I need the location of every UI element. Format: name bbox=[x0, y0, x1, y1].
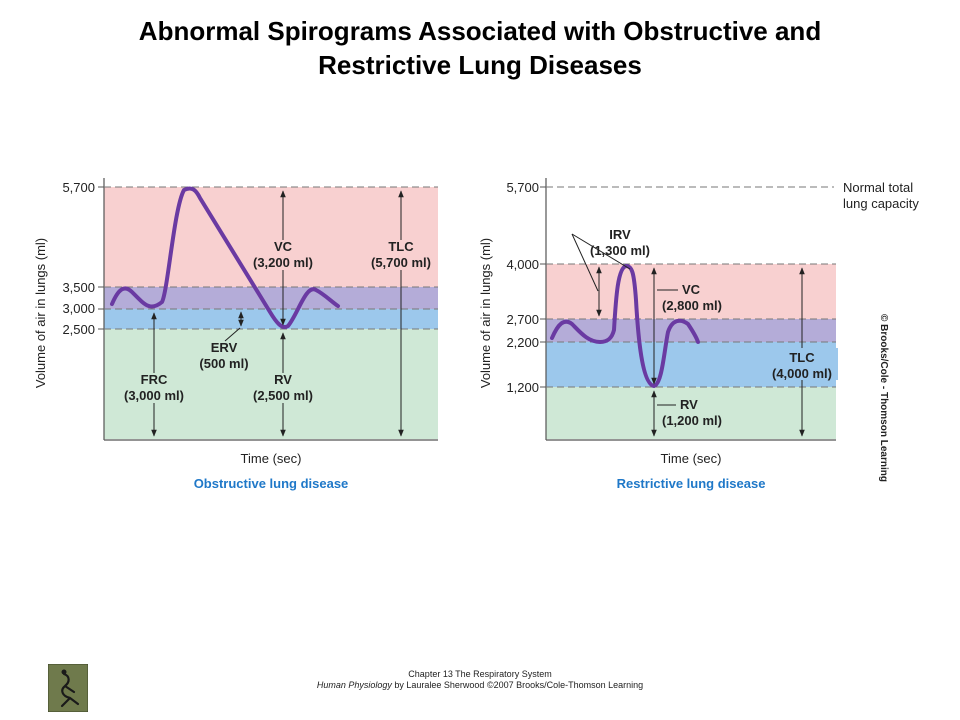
res-tick-2200: 2,200 bbox=[506, 335, 539, 350]
obs-rv-label: RV bbox=[274, 372, 292, 387]
res-irv-leader-2 bbox=[571, 233, 631, 270]
res-normal-label-1: Normal total bbox=[843, 180, 913, 195]
res-irv-value: (1,300 ml) bbox=[590, 243, 650, 258]
title-line-2: Restrictive Lung Diseases bbox=[318, 50, 642, 80]
res-tick-1200: 1,200 bbox=[506, 380, 539, 395]
obs-frc-value: (3,000 ml) bbox=[124, 388, 184, 403]
copyright-credit: © Brooks/Cole - Thomson Learning bbox=[878, 314, 889, 482]
res-rv-label: RV bbox=[680, 397, 698, 412]
obs-band-blue bbox=[104, 309, 438, 329]
res-y-label: Volume of air in lungs (ml) bbox=[478, 238, 493, 388]
obs-tick-5700: 5,700 bbox=[62, 180, 95, 195]
res-trace bbox=[550, 263, 700, 389]
obs-rv-value: (2,500 ml) bbox=[253, 388, 313, 403]
obs-band-lavender bbox=[104, 287, 438, 309]
obs-y-label: Volume of air in lungs (ml) bbox=[33, 238, 48, 388]
obs-vc-value: (3,200 ml) bbox=[253, 255, 313, 270]
res-normal-label-2: lung capacity bbox=[843, 196, 919, 211]
res-tlc-value: (4,000 ml) bbox=[772, 366, 832, 381]
obs-frc-label: FRC bbox=[141, 372, 168, 387]
res-vc-label: VC bbox=[682, 282, 701, 297]
obs-vc-label: VC bbox=[274, 239, 293, 254]
slide-title: Abnormal Spirograms Associated with Obst… bbox=[0, 14, 960, 82]
res-tlc-label: TLC bbox=[789, 350, 815, 365]
obs-erv-leader bbox=[224, 327, 241, 342]
footer-book-title: Human Physiology bbox=[316, 680, 392, 690]
res-band-green bbox=[546, 387, 836, 439]
res-irv-leader bbox=[571, 233, 599, 292]
footer-book-rest: by Lauralee Sherwood ©2007 Brooks/Cole-T… bbox=[391, 680, 644, 690]
obs-dashed-lines bbox=[104, 186, 438, 330]
obs-tick-2500: 2,500 bbox=[62, 322, 95, 337]
res-x-label: Time (sec) bbox=[661, 451, 722, 466]
res-band-pink bbox=[546, 264, 836, 319]
obs-tlc-value: (5,700 ml) bbox=[371, 255, 431, 270]
obstructive-panel: 5,700 3,500 3,000 2,500 Volume of air in… bbox=[33, 178, 438, 491]
res-rv-value: (1,200 ml) bbox=[662, 413, 722, 428]
res-tick-4000: 4,000 bbox=[506, 257, 539, 272]
res-tick-2700: 2,700 bbox=[506, 312, 539, 327]
obs-caption: Obstructive lung disease bbox=[194, 476, 349, 491]
res-vc-value: (2,800 ml) bbox=[662, 298, 722, 313]
obs-tick-3000: 3,000 bbox=[62, 301, 95, 316]
obs-erv-label: ERV bbox=[211, 340, 238, 355]
obs-erv-value: (500 ml) bbox=[199, 356, 248, 371]
obs-tlc-label: TLC bbox=[388, 239, 414, 254]
obs-tick-3500: 3,500 bbox=[62, 280, 95, 295]
obs-band-pink bbox=[104, 187, 438, 287]
footer-book-line: Human Physiology by Lauralee Sherwood ©2… bbox=[0, 680, 960, 691]
obs-x-label: Time (sec) bbox=[241, 451, 302, 466]
book-cover-logo bbox=[47, 663, 89, 713]
res-caption: Restrictive lung disease bbox=[617, 476, 766, 491]
res-irv-label: IRV bbox=[609, 227, 631, 242]
res-tick-5700: 5,700 bbox=[506, 180, 539, 195]
title-line-1: Abnormal Spirograms Associated with Obst… bbox=[138, 16, 822, 46]
footer-chapter: Chapter 13 The Respiratory System bbox=[408, 669, 552, 679]
obs-trace bbox=[110, 186, 340, 329]
restrictive-panel: 5,700 4,000 2,700 2,200 1,200 Volume of … bbox=[478, 178, 919, 491]
slide-footer: Chapter 13 The Respiratory System Human … bbox=[0, 669, 960, 691]
